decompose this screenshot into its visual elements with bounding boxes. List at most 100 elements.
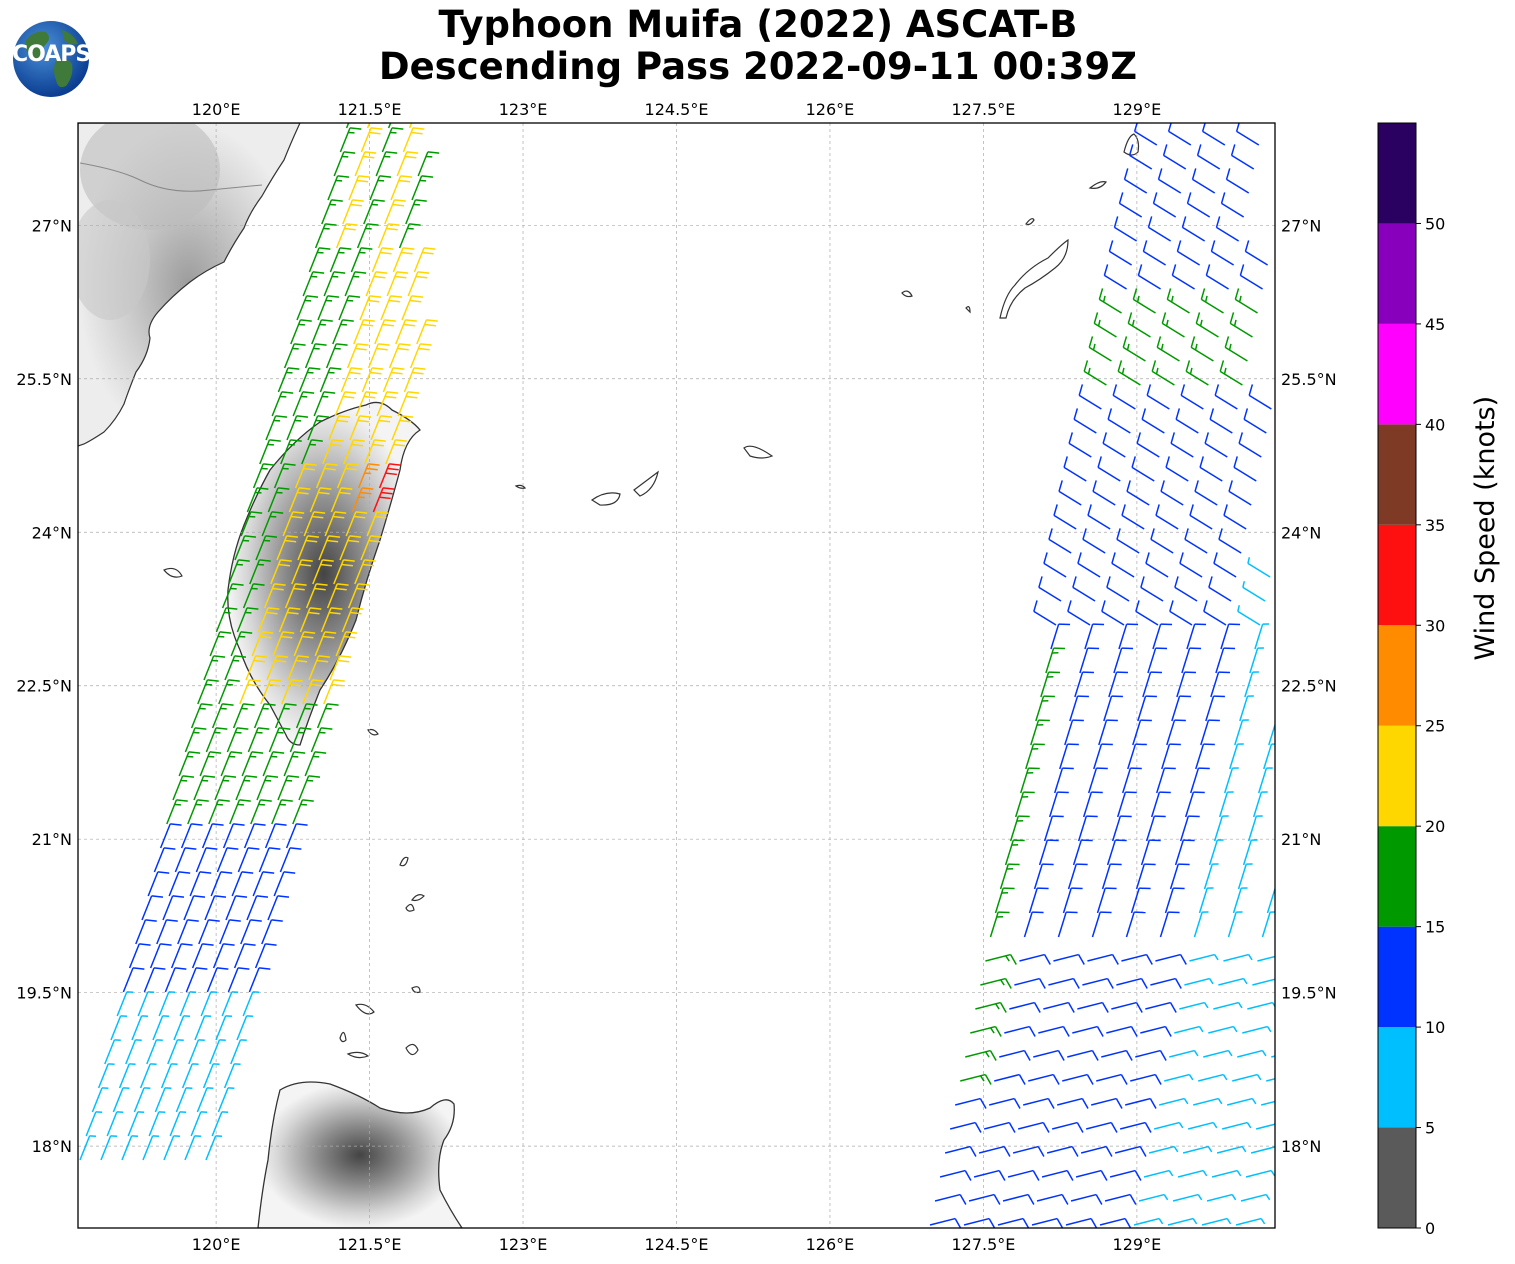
wind-barb-flag [261,631,274,634]
wind-barb-staff [939,1169,966,1178]
wind-barb-flag [1087,504,1092,516]
wind-barb-flag [293,751,306,754]
wind-barb-staff [1087,953,1113,962]
wind-barb-staff [206,967,218,993]
wind-barb-flag [333,679,345,682]
wind-barb-staff [261,919,273,945]
wind-barb-staff [1161,743,1171,770]
wind-barb-staff [100,1135,112,1161]
wind-barb-flag [419,104,430,105]
wind-barb-flag [395,439,407,442]
wind-barb-staff [387,123,392,129]
lon-tick-label-top: 124.5°E [645,100,709,119]
wind-barb-flag [1194,480,1199,492]
wind-barb-flag [281,799,293,802]
wind-barb-flag [1217,1098,1223,1105]
wind-barb-flag [1095,1194,1103,1205]
wind-barb-staff [1143,250,1166,266]
wind-barb-staff [1012,1145,1039,1154]
wind-barb-flag [1130,1026,1138,1037]
lon-tick-label-bottom: 121.5°E [338,1235,402,1254]
wind-barb-flag [405,319,417,322]
wind-barb-staff [1193,1097,1219,1106]
wind-barb-flag [1191,168,1197,180]
wind-barb-staff [1159,1097,1185,1106]
wind-barb-flag [308,611,320,615]
wind-barb-flag [1115,1098,1123,1109]
colorbar-tick-label: 15 [1425,918,1445,937]
wind-barb-flag [348,295,361,298]
lon-tick-label-bottom: 120°E [192,1235,241,1254]
wind-barb-flag [284,539,297,543]
wind-barb-flag [329,611,341,615]
wind-barb-flag [283,871,296,874]
wind-barb-flag [1100,1170,1108,1181]
wind-barb-flag [1203,1002,1209,1009]
wind-barb-staff [149,943,161,969]
globe-logo-icon [13,21,89,97]
wind-barb-staff [1153,202,1177,218]
wind-barb-flag [277,487,290,490]
wind-barb-flag [301,635,314,639]
wind-barb-flag [360,247,373,250]
wind-barb-staff [1074,671,1084,698]
wind-barb-flag [342,395,355,399]
wind-barb-flag [1037,1146,1045,1157]
wind-barb-flag [984,1074,992,1085]
wind-barb-flag [253,583,265,586]
wind-barb-flag [314,587,326,591]
wind-barb-staff [963,1217,990,1226]
wind-barb-flag [1175,408,1181,420]
wind-barb-flag [1291,1075,1294,1080]
wind-barb-flag [1199,456,1204,468]
wind-barb-flag [420,343,432,346]
wind-barb-flag [302,391,315,394]
wind-barb-staff [137,991,149,1017]
wind-barb-flag [1086,1074,1094,1085]
wind-barb-staff [1033,1049,1059,1058]
wind-barb-flag [256,895,269,898]
wind-barb-staff [1249,647,1259,674]
wind-barb-flag [1198,1026,1204,1033]
wind-barb-staff [1158,178,1182,194]
wind-barb-staff [1085,1121,1112,1130]
wind-barb-staff [1142,671,1152,698]
wind-barb-flag [1102,432,1108,444]
wind-barb-flag [236,727,249,730]
wind-barb-flag [1165,319,1169,327]
wind-barb-flag [232,583,244,586]
wind-barb-staff [1176,671,1186,698]
wind-barb-staff [1164,1073,1190,1082]
colorbar-tick-label: 45 [1425,315,1445,334]
wind-barb-flag [263,463,275,466]
wind-barb-flag [356,179,369,183]
wind-barb-flag [259,635,272,639]
wind-barb-flag [329,367,342,370]
wind-barb-flag [356,587,368,591]
title-line-2: Descending Pass 2022-09-11 00:39Z [378,45,1138,88]
wind-barb-flag [384,319,396,322]
wind-barb-staff [1108,671,1118,698]
wind-barb-flag [331,199,343,202]
wind-barb-flag [194,727,207,730]
wind-barb-staff [1236,130,1260,146]
wind-barb-flag [1038,576,1043,588]
wind-barb-flag [1067,600,1072,612]
wind-barb-staff [209,1039,221,1065]
wind-barb-staff [204,895,216,921]
lat-tick-label-right: 21°N [1281,830,1321,849]
wind-barb-flag [984,1051,990,1058]
wind-barb-flag [1166,288,1172,300]
wind-barb-flag [315,343,327,346]
wind-barb-flag [339,655,352,658]
wind-barb-flag [366,467,378,471]
wind-barb-flag [1233,456,1238,468]
wind-barb-flag [343,635,356,639]
wind-barb-flag [226,847,239,850]
wind-barb-flag [1116,528,1121,540]
wind-barb-flag [1188,1074,1194,1081]
wind-barb-staff [1218,538,1242,554]
wind-barb-flag [1145,552,1150,564]
wind-barb-staff [1033,863,1043,890]
wind-barb-flag [339,247,352,250]
